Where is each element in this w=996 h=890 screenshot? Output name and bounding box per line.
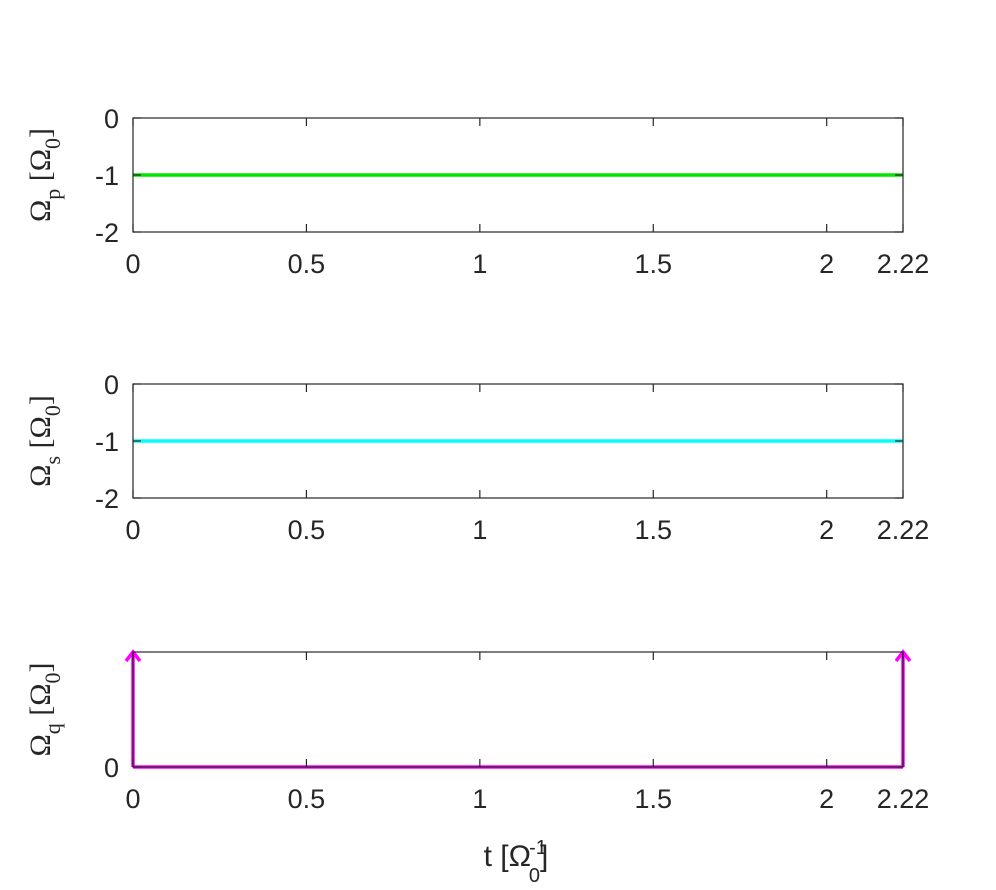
y-axis-label-part-1: Ω — [24, 465, 57, 487]
y-axis-label-part-1: Ω — [24, 734, 57, 756]
y-axis-label: Ωp [Ω0] — [24, 128, 65, 222]
y-axis-label-part-5: ] — [24, 395, 57, 405]
x-tick-label: 2.22 — [877, 249, 930, 279]
y-axis-label-part-3: [Ω — [24, 416, 57, 456]
y-tick-label: -2 — [95, 218, 119, 248]
x-tick-label: 0 — [125, 249, 140, 279]
x-tick-label: 1.5 — [634, 515, 672, 545]
x-tick-label: 2 — [819, 515, 834, 545]
x-tick-label: 1 — [472, 784, 487, 814]
y-axis-label-part-4: 0 — [40, 138, 65, 149]
x-tick-label: 0 — [125, 515, 140, 545]
y-axis-label-part-3: [Ω — [24, 683, 57, 723]
y-axis-label-part-1: Ω — [24, 200, 57, 222]
x-tick-label: 0.5 — [288, 784, 326, 814]
x-tick-label: 2 — [819, 784, 834, 814]
y-axis-label: Ωq [Ω0] — [24, 662, 65, 756]
y-axis-label-part-2: s — [40, 456, 65, 465]
y-tick-label: -2 — [95, 484, 119, 514]
x-tick-label: 0.5 — [288, 515, 326, 545]
y-tick-label: -1 — [95, 427, 119, 457]
x-axis-label-sub: 0 — [529, 865, 540, 887]
x-tick-label: 1 — [472, 515, 487, 545]
x-tick-label: 0.5 — [288, 249, 326, 279]
x-tick-label: 2.22 — [877, 515, 930, 545]
y-tick-label: 0 — [104, 370, 119, 400]
y-axis-label-part-4: 0 — [40, 672, 65, 683]
x-axis-label-close: ] — [540, 840, 548, 873]
y-axis-label: Ωs [Ω0] — [24, 395, 65, 487]
x-axis-label: t [Ω-1 0] — [484, 837, 549, 887]
y-axis-label-part-2: q — [40, 723, 65, 734]
y-tick-label: 0 — [104, 104, 119, 134]
x-tick-label: 1 — [472, 249, 487, 279]
x-tick-label: 2 — [819, 249, 834, 279]
x-tick-label: 0 — [125, 784, 140, 814]
y-axis-label-part-5: ] — [24, 128, 57, 138]
axes-box — [132, 651, 904, 768]
x-tick-label: 1.5 — [634, 784, 672, 814]
x-tick-label: 2.22 — [877, 784, 930, 814]
x-tick-label: 1.5 — [634, 249, 672, 279]
y-axis-label-part-3: [Ω — [24, 149, 57, 189]
y-tick-label: -1 — [95, 161, 119, 191]
x-axis-label-sup: -1 — [529, 837, 547, 859]
y-axis-label-part-5: ] — [24, 662, 57, 672]
y-axis-label-part-2: p — [40, 189, 65, 200]
x-axis-label-main: t [Ω — [484, 840, 531, 873]
y-axis-label-part-4: 0 — [40, 405, 65, 416]
y-tick-label: 0 — [104, 753, 119, 783]
